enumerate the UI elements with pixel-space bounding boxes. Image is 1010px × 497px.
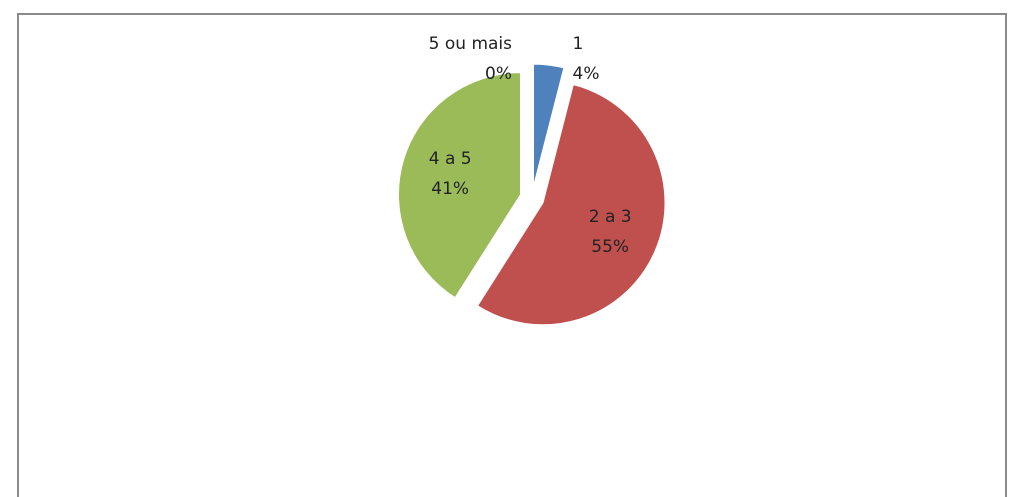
category-label: 5 ou mais bbox=[429, 34, 512, 54]
category-label: 1 bbox=[573, 34, 584, 54]
category-label: 2 a 3 bbox=[589, 207, 632, 227]
value-label: 55% bbox=[591, 237, 629, 257]
value-label: 4% bbox=[573, 64, 600, 84]
pie-slice bbox=[398, 72, 521, 299]
pie-slice bbox=[476, 83, 666, 326]
category-label: 4 a 5 bbox=[429, 149, 472, 169]
pie-slice bbox=[533, 63, 565, 187]
frame bbox=[17, 13, 1007, 497]
value-label: 41% bbox=[431, 179, 469, 199]
value-label: 0% bbox=[485, 64, 512, 84]
